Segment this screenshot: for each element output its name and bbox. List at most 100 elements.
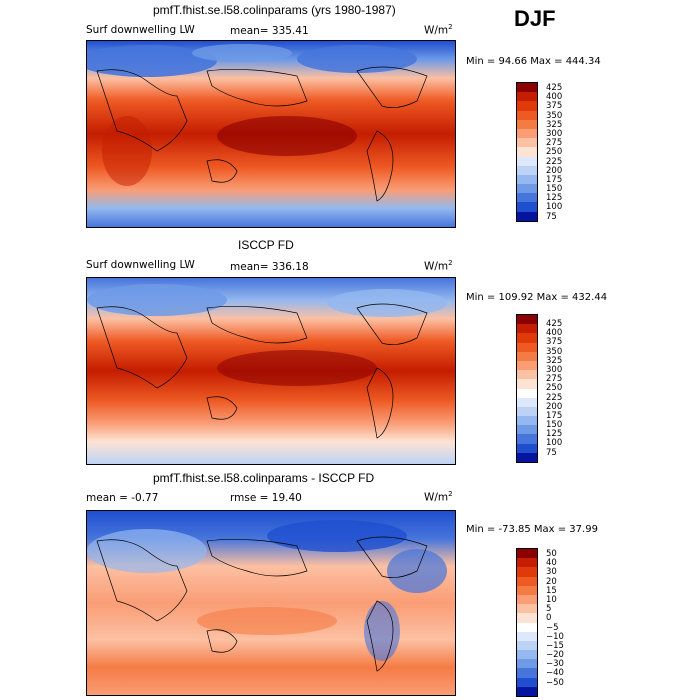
colorbar-level-label: 40 [546, 558, 557, 569]
colorbar-level-label: 250 [546, 383, 563, 394]
colorbar-level-label: 125 [546, 429, 563, 440]
panel3-title: pmfT.fhist.se.l58.colinparams - ISCCP FD [153, 471, 375, 485]
colorbar-swatch [517, 165, 537, 175]
colorbar-level-label: 225 [546, 392, 563, 403]
colorbar-swatch [517, 351, 537, 361]
panel2-minmax: Min = 109.92 Max = 432.44 [466, 292, 608, 303]
colorbar-swatch [517, 677, 537, 687]
colorbar-level-label: −15 [546, 640, 564, 651]
colorbar-level-label: 300 [546, 128, 563, 139]
panel1-units: W/m2 [424, 23, 453, 37]
panel2-map [86, 277, 456, 465]
colorbar-swatch [517, 397, 537, 407]
colorbar-level-label: −20 [546, 650, 564, 661]
colorbar-swatch [517, 406, 537, 417]
panel3-colorbar [516, 548, 538, 697]
colorbar-level-label: 275 [546, 374, 563, 385]
colorbar-swatch [517, 360, 537, 371]
colorbar-swatch [517, 184, 537, 194]
colorbar-swatch [517, 110, 537, 120]
colorbar-level-label: 175 [546, 410, 563, 421]
colorbar-level-label: 200 [546, 401, 563, 412]
colorbar-swatch [517, 315, 537, 325]
colorbar-swatch [517, 101, 537, 111]
colorbar-swatch [517, 558, 537, 568]
panel2-variable: Surf downwelling LW [86, 259, 195, 271]
colorbar-swatch [517, 631, 537, 641]
colorbar-swatch [517, 388, 537, 398]
colorbar-swatch [517, 425, 537, 435]
colorbar-level-label: 225 [546, 156, 563, 167]
colorbar-swatch [517, 92, 537, 102]
panel3-mean: mean = -0.77 [86, 492, 159, 504]
colorbar-swatch [517, 576, 537, 586]
colorbar-swatch [517, 119, 537, 129]
panel1-colorbar-labels: 425 400 375 350 325 300 275 250 225 200 175 150 125 1… [546, 83, 563, 222]
colorbar-swatch [517, 324, 537, 334]
colorbar-swatch [517, 452, 537, 462]
colorbar-level-label: −40 [546, 668, 564, 679]
panel3-units: W/m2 [424, 490, 453, 504]
panel1-minmax: Min = 94.66 Max = 444.34 [466, 56, 601, 67]
panel3-colorbar-labels: 50 40 30 20 15 10 5 0 −5 −10 −15 −20 −30 −40 −50 [546, 549, 564, 688]
panel2-units: W/m2 [424, 259, 453, 273]
panel1-map [86, 40, 456, 228]
colorbar-level-label: 150 [546, 420, 563, 431]
colorbar-swatch [517, 83, 537, 93]
colorbar-level-label: 100 [546, 438, 563, 449]
colorbar-level-label: 30 [546, 567, 557, 578]
colorbar-swatch [517, 174, 537, 185]
colorbar-level-label: 5 [546, 604, 552, 615]
colorbar-swatch [517, 138, 537, 148]
colorbar-level-label: 300 [546, 364, 563, 375]
colorbar-level-label: −50 [546, 677, 564, 688]
colorbar-level-label: 15 [546, 585, 557, 596]
colorbar-swatch [517, 549, 537, 559]
colorbar-level-label: 50 [546, 549, 557, 559]
colorbar-level-label: −30 [546, 659, 564, 670]
colorbar-swatch [517, 594, 537, 605]
colorbar-level-label: 250 [546, 147, 563, 158]
colorbar-swatch [517, 640, 537, 651]
colorbar-level-label: 375 [546, 337, 563, 348]
colorbar-level-label: 400 [546, 92, 563, 103]
panel1-mean: mean= 335.41 [230, 25, 309, 37]
colorbar-swatch [517, 659, 537, 669]
season-label: DJF [514, 6, 556, 31]
panel3-rmse: rmse = 19.40 [230, 492, 302, 504]
colorbar-swatch [517, 333, 537, 343]
colorbar-swatch [517, 147, 537, 157]
panel2-colorbar-labels: 425 400 375 350 325 300 275 250 225 200 175 150 125 1… [546, 319, 563, 458]
colorbar-swatch [517, 379, 537, 389]
panel1-title: pmfT.fhist.se.l58.colinparams (yrs 1980-… [153, 3, 396, 17]
colorbar-level-label: 350 [546, 346, 563, 357]
colorbar-swatch [517, 342, 537, 352]
colorbar-swatch [517, 202, 537, 212]
colorbar-swatch [517, 585, 537, 595]
panel2-title: ISCCP FD [238, 238, 294, 252]
panel2-colorbar [516, 314, 538, 463]
colorbar-level-label: 0 [546, 613, 552, 624]
colorbar-swatch [517, 686, 537, 696]
colorbar-level-label: 375 [546, 101, 563, 112]
colorbar-swatch [517, 416, 537, 426]
panel1-colorbar [516, 82, 538, 222]
colorbar-swatch [517, 567, 537, 577]
colorbar-level-label: 175 [546, 174, 563, 185]
colorbar-level-label: 325 [546, 119, 563, 130]
colorbar-level-label: 75 [546, 211, 557, 222]
colorbar-level-label: 10 [546, 594, 557, 605]
colorbar-level-label: 275 [546, 138, 563, 149]
colorbar-level-label: −10 [546, 631, 564, 642]
colorbar-swatch [517, 622, 537, 632]
colorbar-level-label: 20 [546, 576, 557, 587]
colorbar-swatch [517, 668, 537, 678]
colorbar-level-label: 425 [546, 83, 563, 93]
colorbar-swatch [517, 443, 537, 453]
colorbar-swatch [517, 156, 537, 166]
colorbar-level-label: 75 [546, 447, 557, 458]
colorbar-level-label: 400 [546, 328, 563, 339]
colorbar-level-label: 200 [546, 165, 563, 176]
colorbar-swatch [517, 370, 537, 380]
colorbar-swatch [517, 211, 537, 221]
